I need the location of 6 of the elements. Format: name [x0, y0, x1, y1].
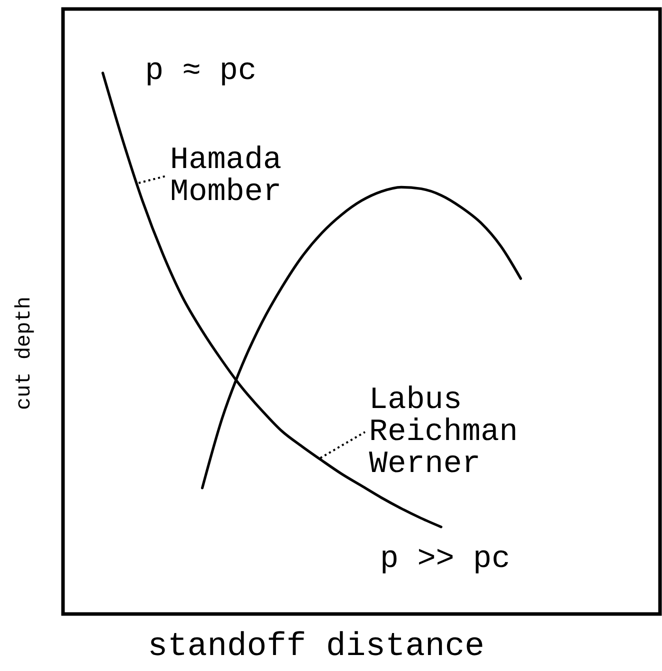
- annotation: Labus Reichman Werner: [369, 382, 536, 482]
- y-axis-title: cut depth: [14, 296, 36, 410]
- annotation: p ≈ pc: [145, 54, 257, 89]
- annotation: p >> pc: [380, 542, 510, 577]
- x-axis-title: standoff distance: [148, 628, 484, 665]
- annotation: Hamada Momber: [170, 142, 300, 210]
